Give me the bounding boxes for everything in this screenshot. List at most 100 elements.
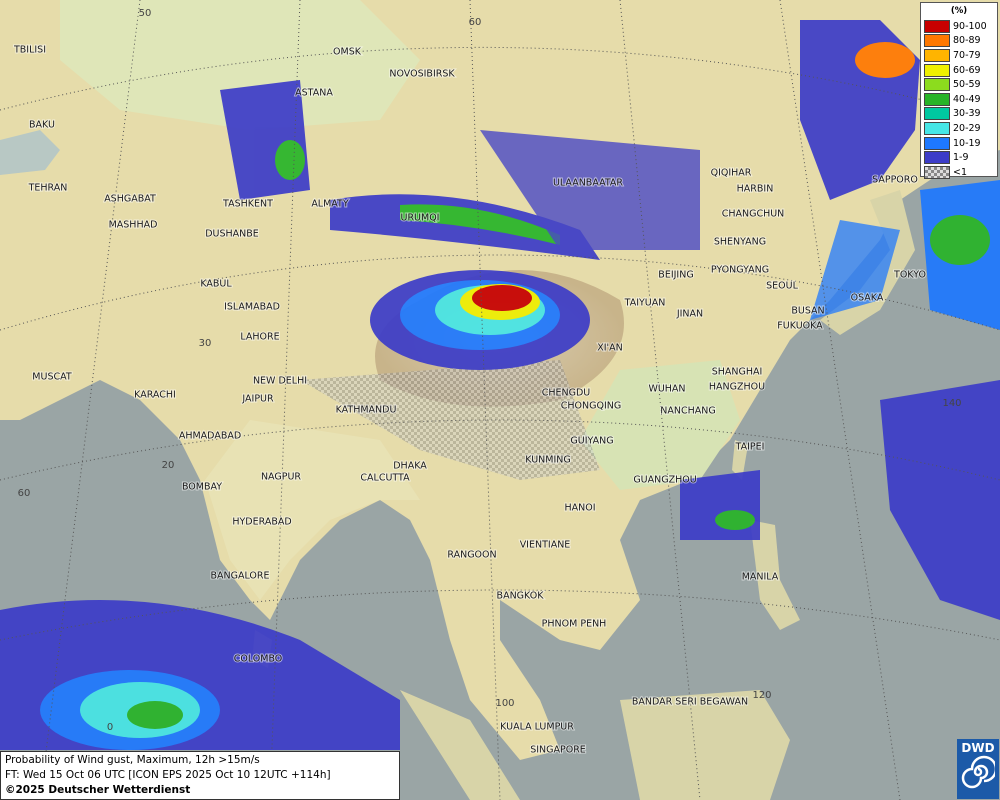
city-label: BANDAR SERI BEGAWAN xyxy=(632,697,748,708)
legend-row: 30-39 xyxy=(921,107,997,122)
legend-swatch xyxy=(924,151,950,165)
city-label: KUNMING xyxy=(525,455,571,466)
city-label: SHANGHAI xyxy=(712,367,763,378)
legend-row: 70-79 xyxy=(921,48,997,63)
legend-label: 30-39 xyxy=(953,108,981,120)
legend-swatch xyxy=(924,92,950,106)
city-label: TEHRAN xyxy=(28,183,68,194)
city-label: KABUL xyxy=(200,279,232,290)
city-label: PHNOM PENH xyxy=(542,619,607,630)
legend-row: 60-69 xyxy=(921,63,997,78)
city-label: AHMADABAD xyxy=(179,431,241,442)
city-label: MANILA xyxy=(742,572,779,583)
city-label: MASHHAD xyxy=(109,220,158,231)
legend-label: 10-19 xyxy=(953,137,981,149)
city-label: BEIJING xyxy=(658,270,693,281)
legend-swatch xyxy=(924,34,950,48)
city-label: KUALA LUMPUR xyxy=(500,722,574,733)
city-label: COLOMBO xyxy=(234,654,283,665)
city-label: SEOUL xyxy=(766,281,798,292)
city-label: WUHAN xyxy=(648,384,685,395)
legend-label: 60-69 xyxy=(953,64,981,76)
city-label: XI'AN xyxy=(597,343,623,354)
city-label: CHONGQING xyxy=(561,401,621,412)
city-label: TAIPEI xyxy=(735,442,765,453)
dwd-logo[interactable]: DWD xyxy=(957,739,999,799)
legend-rows: 90-100 80-89 70-79 60-69 50-59 40-49 30-39 20-2… xyxy=(921,19,997,180)
city-label: NOVOSIBIRSK xyxy=(389,69,455,80)
city-label: URUMQI xyxy=(401,213,440,224)
city-label: HYDERABAD xyxy=(232,517,291,528)
city-label: ULAANBAATAR xyxy=(553,178,623,189)
legend-label: 20-29 xyxy=(953,122,981,134)
graticule-label: 20 xyxy=(162,460,175,471)
city-label: SHENYANG xyxy=(714,237,766,248)
graticule-label: 60 xyxy=(18,488,31,499)
city-label: NAGPUR xyxy=(261,472,301,483)
city-label: NEW DELHI xyxy=(253,376,307,387)
city-label: PYONGYANG xyxy=(711,265,769,276)
city-label: HARBIN xyxy=(737,184,774,195)
city-label: HANOI xyxy=(564,503,595,514)
city-label: VIENTIANE xyxy=(520,540,571,551)
graticule-label: 0 xyxy=(107,722,113,733)
graticule-label: 60 xyxy=(469,17,482,28)
graticule-label: 50 xyxy=(139,8,152,19)
city-label: HANGZHOU xyxy=(709,382,765,393)
city-label: SAPPORO xyxy=(872,175,918,186)
legend-swatch xyxy=(924,19,950,33)
legend-row: 1-9 xyxy=(921,150,997,165)
legend-label: 1-9 xyxy=(953,152,969,164)
city-label: KATHMANDU xyxy=(336,405,397,416)
legend-label: 80-89 xyxy=(953,35,981,47)
legend-row: <1 xyxy=(921,165,997,180)
city-label: TOKYO xyxy=(893,270,926,281)
legend-row: 50-59 xyxy=(921,77,997,92)
city-label: ALMATY xyxy=(311,199,349,210)
city-label: TASHKENT xyxy=(222,199,273,210)
city-label: JINAN xyxy=(676,309,703,320)
legend-row: 80-89 xyxy=(921,34,997,49)
graticule-label: 100 xyxy=(495,698,514,709)
footer-product: Probability of Wind gust, Maximum, 12h >… xyxy=(5,754,260,766)
city-label: RANGOON xyxy=(447,550,496,561)
legend-row: 40-49 xyxy=(921,92,997,107)
city-label: CHANGCHUN xyxy=(722,209,785,220)
logo-text: DWD xyxy=(961,741,995,755)
legend-label: 90-100 xyxy=(953,20,987,32)
city-label: CALCUTTA xyxy=(360,473,410,484)
city-label: ASTANA xyxy=(295,88,333,99)
legend-swatch xyxy=(924,136,950,150)
legend-label: <1 xyxy=(953,166,968,178)
city-label: NANCHANG xyxy=(660,406,715,417)
city-label: BANGKOK xyxy=(497,591,545,602)
city-label: FUKUOKA xyxy=(777,321,823,332)
footer: Probability of Wind gust, Maximum, 12h >… xyxy=(0,751,400,800)
city-label: OMSK xyxy=(333,47,362,58)
legend: (%) 90-100 80-89 70-79 60-69 50-59 40-49 30-39… xyxy=(920,2,998,180)
legend-row: 10-19 xyxy=(921,136,997,151)
city-label: OSAKA xyxy=(851,293,884,304)
legend-swatch xyxy=(924,78,950,92)
city-label: JAIPUR xyxy=(241,394,274,405)
city-label: QIQIHAR xyxy=(711,168,752,179)
legend-row: 20-29 xyxy=(921,121,997,136)
city-label: ASHGABAT xyxy=(104,194,156,205)
legend-label: 40-49 xyxy=(953,93,981,105)
city-label: GUIYANG xyxy=(570,436,613,447)
city-label: BANGALORE xyxy=(210,571,269,582)
legend-title: (%) xyxy=(950,6,968,16)
city-label: BAKU xyxy=(29,120,55,131)
city-label: CHENGDU xyxy=(542,388,591,399)
city-label: ISLAMABAD xyxy=(224,302,280,313)
probability-field xyxy=(0,20,1000,750)
legend-row: 90-100 xyxy=(921,19,997,34)
city-label: GUANGZHOU xyxy=(633,475,696,486)
graticule-label: 120 xyxy=(752,690,771,701)
city-label: MUSCAT xyxy=(32,372,72,383)
city-label: BOMBAY xyxy=(182,482,222,493)
legend-swatch xyxy=(924,48,950,62)
